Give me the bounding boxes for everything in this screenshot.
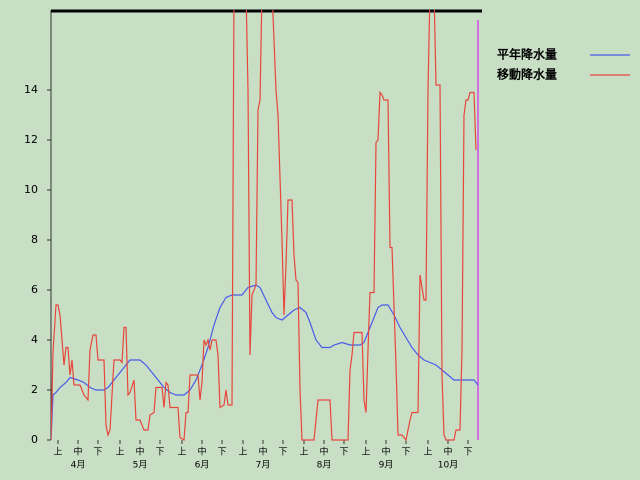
- month-label: 7月: [256, 460, 271, 471]
- legend-label: 平年降水量: [497, 47, 557, 62]
- x-tick-label: 下: [463, 448, 472, 458]
- x-tick-label: 上: [361, 447, 370, 458]
- x-tick-label: 中: [319, 446, 328, 458]
- x-tick-label: 上: [299, 447, 308, 458]
- x-tick-label: 下: [401, 448, 410, 458]
- x-tick-label: 下: [278, 448, 287, 458]
- legend-label: 移動降水量: [497, 67, 557, 82]
- y-tick-label: 4: [31, 333, 38, 346]
- month-label: 10月: [438, 460, 458, 471]
- month-label: 4月: [71, 460, 86, 471]
- series-line: [51, 10, 477, 442]
- y-tick-label: 14: [24, 83, 38, 96]
- x-tick-label: 中: [258, 446, 267, 458]
- x-tick-label: 下: [339, 448, 348, 458]
- y-tick-label: 0: [31, 433, 38, 446]
- y-tick-label: 2: [31, 383, 38, 396]
- x-tick-label: 下: [217, 448, 226, 458]
- x-tick-label: 上: [115, 447, 124, 458]
- y-tick-label: 8: [31, 233, 38, 246]
- x-tick-label: 中: [197, 446, 206, 458]
- y-tick-label: 10: [24, 183, 38, 196]
- y-tick-label: 6: [31, 283, 38, 296]
- y-tick-label: 12: [24, 133, 38, 146]
- x-tick-label: 上: [53, 447, 62, 458]
- month-label: 5月: [133, 460, 148, 471]
- x-tick-label: 上: [423, 447, 432, 458]
- plot-area: [51, 10, 479, 442]
- month-label: 6月: [195, 460, 210, 471]
- x-tick-label: 上: [238, 447, 247, 458]
- x-tick-label: 中: [73, 446, 82, 458]
- x-tick-label: 中: [135, 446, 144, 458]
- month-label: 8月: [317, 460, 332, 471]
- month-label: 9月: [379, 460, 394, 471]
- x-tick-label: 下: [155, 448, 164, 458]
- x-tick-label: 上: [177, 447, 186, 458]
- x-tick-label: 中: [443, 446, 452, 458]
- series-line: [51, 284, 479, 441]
- x-tick-label: 中: [381, 446, 390, 458]
- x-tick-label: 下: [93, 448, 102, 458]
